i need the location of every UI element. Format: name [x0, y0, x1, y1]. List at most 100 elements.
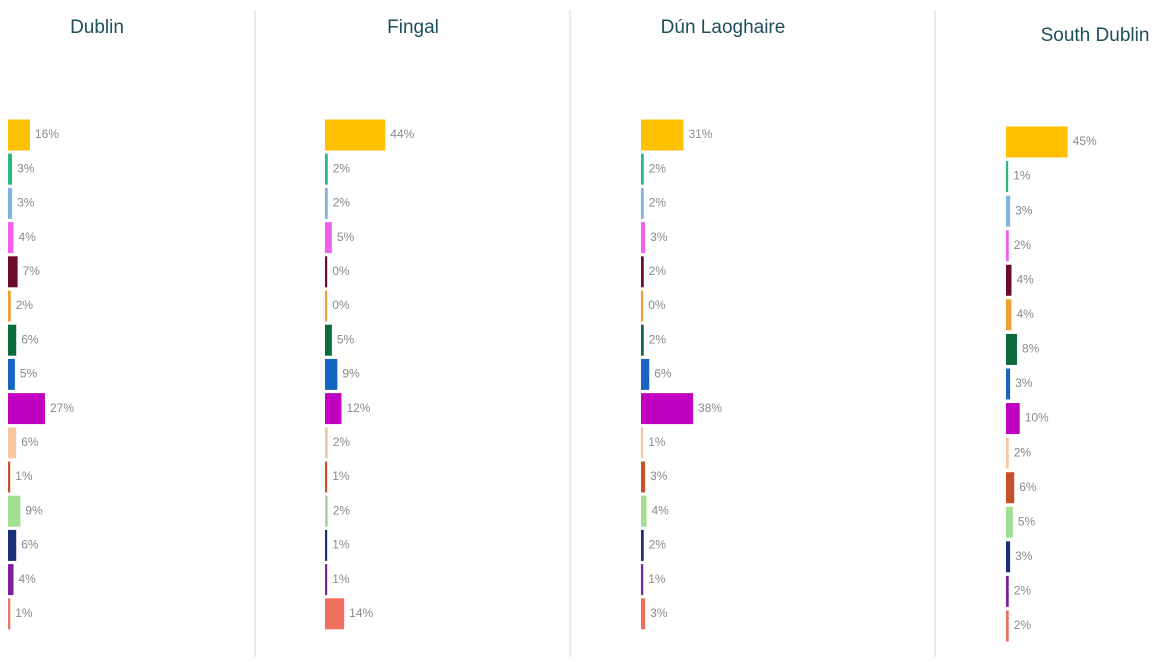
- value-label: 2%: [16, 298, 34, 312]
- bar: [325, 358, 338, 390]
- bar: [325, 427, 328, 459]
- bar: [1006, 472, 1015, 504]
- bar: [641, 153, 644, 185]
- bar: [8, 427, 17, 459]
- bar: [8, 393, 45, 425]
- bar: [1006, 161, 1009, 193]
- value-label: 4%: [1016, 272, 1034, 286]
- value-label: 1%: [648, 572, 666, 586]
- bar: [641, 324, 644, 356]
- value-label: 27%: [50, 401, 74, 415]
- value-label: 9%: [342, 367, 360, 381]
- value-label: 1%: [332, 469, 350, 483]
- value-label: 1%: [15, 469, 33, 483]
- value-label: 2%: [333, 196, 351, 210]
- value-label: 3%: [17, 161, 35, 175]
- bar: [325, 256, 328, 288]
- value-label: 3%: [650, 230, 668, 244]
- bar: [641, 256, 644, 288]
- bar: [1006, 403, 1020, 435]
- value-label: 2%: [1014, 445, 1032, 459]
- value-label: 4%: [18, 572, 36, 586]
- value-label: 6%: [21, 332, 39, 346]
- bar: [641, 358, 650, 390]
- value-label: 3%: [1015, 549, 1033, 563]
- value-label: 0%: [332, 264, 350, 278]
- bar: [325, 495, 328, 527]
- value-label: 2%: [333, 503, 351, 517]
- bar: [641, 119, 684, 151]
- chart-title: South Dublin: [1041, 25, 1150, 46]
- value-label: 2%: [1014, 238, 1032, 252]
- value-label: 6%: [21, 538, 39, 552]
- bar: [8, 256, 18, 288]
- bar: [1006, 610, 1009, 642]
- value-label: 4%: [651, 503, 669, 517]
- value-label: 44%: [390, 127, 414, 141]
- value-label: 3%: [650, 606, 668, 620]
- value-label: 1%: [1013, 169, 1031, 183]
- value-label: 2%: [649, 161, 667, 175]
- bar: [325, 393, 342, 425]
- value-label: 3%: [650, 469, 668, 483]
- value-label: 31%: [688, 127, 712, 141]
- bar: [641, 290, 644, 322]
- bar: [1006, 230, 1009, 262]
- value-label: 2%: [333, 435, 351, 449]
- value-label: 5%: [337, 230, 355, 244]
- value-label: 2%: [649, 332, 667, 346]
- value-label: 2%: [649, 538, 667, 552]
- bar: [641, 598, 646, 630]
- value-label: 1%: [332, 538, 350, 552]
- value-label: 1%: [648, 435, 666, 449]
- bar: [325, 153, 328, 185]
- value-label: 5%: [20, 367, 38, 381]
- bar: [325, 222, 332, 254]
- bar: [1006, 437, 1009, 469]
- value-label: 4%: [1016, 307, 1034, 321]
- value-label: 10%: [1025, 411, 1049, 425]
- bar: [325, 598, 345, 630]
- value-label: 4%: [18, 230, 36, 244]
- value-label: 6%: [654, 367, 672, 381]
- bar: [1006, 195, 1011, 227]
- bar: [641, 393, 694, 425]
- bar: [325, 290, 328, 322]
- chart-title: Dún Laoghaire: [661, 17, 786, 38]
- bar: [325, 461, 328, 493]
- value-label: 8%: [1022, 342, 1040, 356]
- bar: [325, 324, 332, 356]
- value-label: 3%: [17, 196, 35, 210]
- bar: [1006, 264, 1012, 296]
- value-label: 3%: [1015, 203, 1033, 217]
- bar: [1006, 333, 1017, 365]
- value-label: 7%: [23, 264, 41, 278]
- bar: [641, 187, 644, 219]
- value-label: 45%: [1073, 134, 1097, 148]
- bar: [1006, 126, 1068, 158]
- bar: [641, 495, 647, 527]
- value-label: 38%: [698, 401, 722, 415]
- value-label: 3%: [1015, 376, 1033, 390]
- value-label: 2%: [649, 196, 667, 210]
- value-label: 0%: [332, 298, 350, 312]
- value-label: 14%: [349, 606, 373, 620]
- value-label: 9%: [25, 503, 43, 517]
- bar: [325, 529, 328, 561]
- bar: [8, 598, 11, 630]
- value-label: 5%: [1018, 514, 1036, 528]
- bar: [641, 529, 644, 561]
- chart-title: Dublin: [70, 17, 124, 38]
- value-label: 16%: [35, 127, 59, 141]
- bar: [8, 495, 21, 527]
- bar: [8, 187, 13, 219]
- bar: [1006, 299, 1012, 331]
- bar: [325, 187, 328, 219]
- value-label: 12%: [346, 401, 370, 415]
- bar: [8, 529, 17, 561]
- bar: [325, 564, 328, 596]
- bar: [1006, 541, 1011, 573]
- value-label: 2%: [1014, 618, 1032, 632]
